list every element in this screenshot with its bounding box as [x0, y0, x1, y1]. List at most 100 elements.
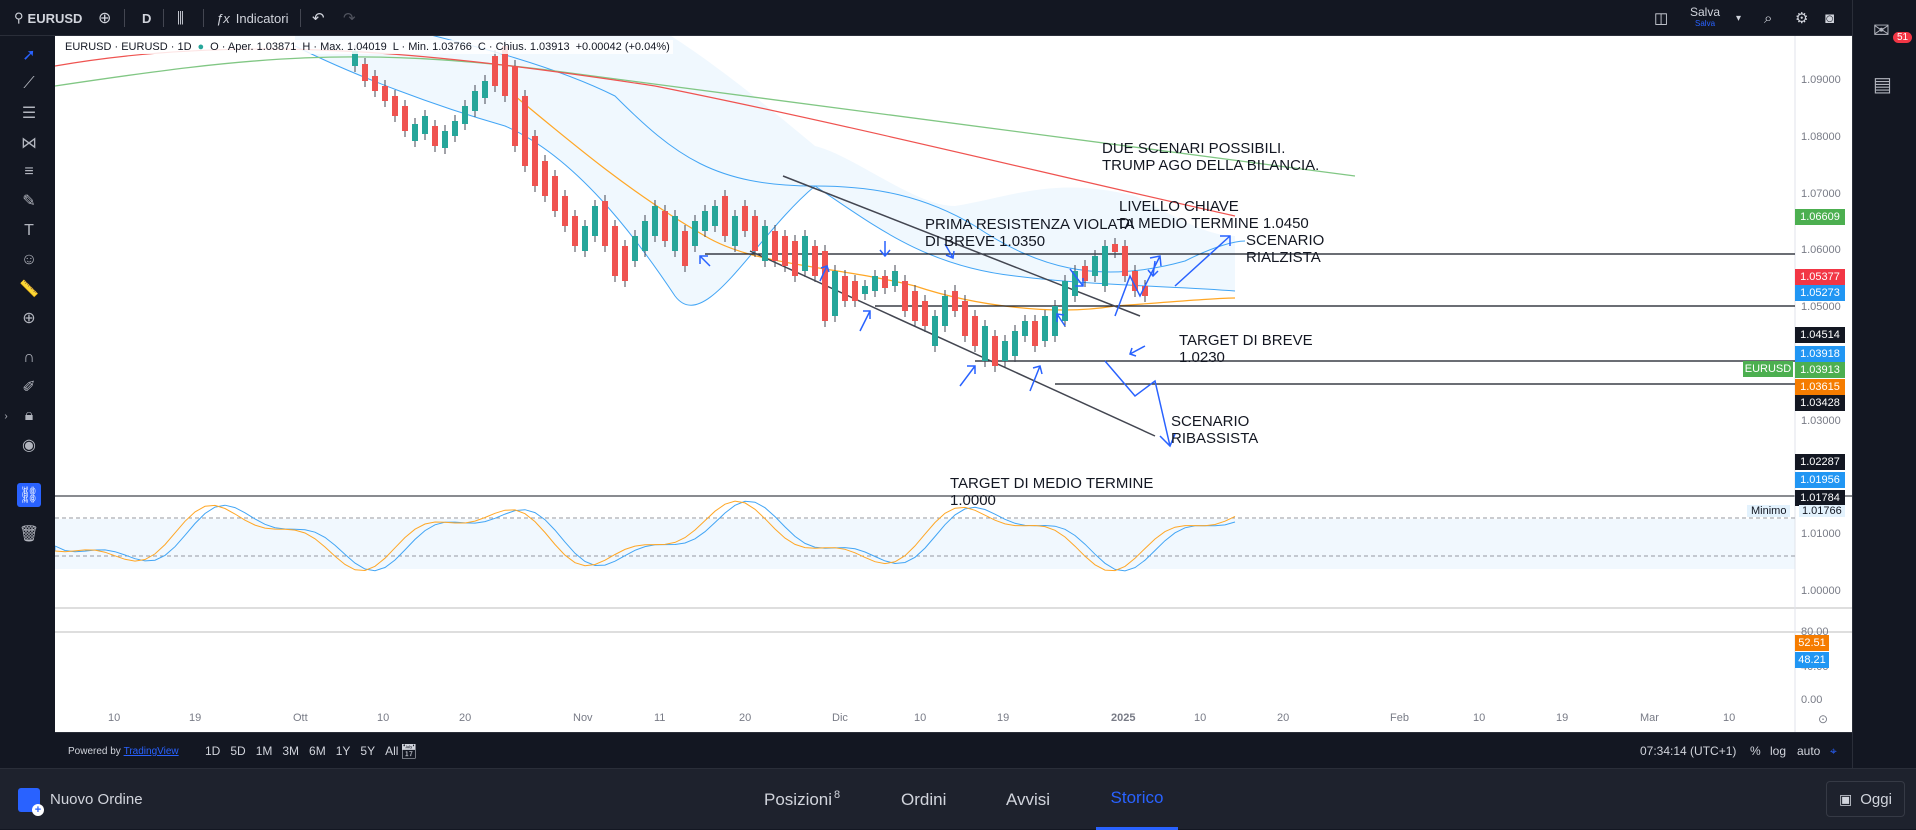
candle	[1072, 271, 1078, 296]
trend-line-icon[interactable]: ⟋	[23, 75, 35, 92]
eye-icon[interactable]: ◉	[22, 437, 36, 454]
indicators-button[interactable]: ƒx Indicatori	[216, 0, 288, 36]
clock-label: 07:34:14 (UTC+1)	[1640, 744, 1737, 758]
candle	[462, 106, 468, 124]
range-button-3m[interactable]: 3M	[282, 744, 300, 758]
osc-axis-label: 0.00	[1801, 694, 1823, 706]
range-buttons: 1D 5D 1M 3M 6M 1Y 5Y All	[200, 733, 403, 769]
cursor-icon[interactable]: ➚	[22, 47, 36, 64]
range-button-1m[interactable]: 1M	[255, 744, 273, 758]
candle	[812, 246, 818, 276]
chevron-down-icon[interactable]: ▾	[1736, 12, 1742, 24]
candle	[972, 316, 978, 346]
right-sidebar: ✉ 51 ▤	[1852, 0, 1916, 768]
candle	[792, 241, 798, 276]
time-axis-label: 20	[1277, 712, 1290, 724]
candle	[612, 226, 618, 276]
candle	[752, 216, 758, 251]
fib-icon[interactable]: ≡	[24, 163, 34, 180]
mail-icon[interactable]: ✉	[1873, 20, 1890, 42]
price-tag: 1.04514	[1795, 327, 1845, 343]
range-button-1y[interactable]: 1Y	[335, 744, 351, 758]
candle	[502, 46, 508, 96]
quick-search-icon[interactable]: ⌕	[1764, 9, 1773, 27]
trash-icon[interactable]: 🗑︎	[18, 526, 40, 543]
pattern-icon[interactable]: ⋈	[21, 135, 37, 152]
tab-avvisi[interactable]: Avvisi	[1006, 789, 1051, 809]
text-icon[interactable]: T	[24, 222, 34, 239]
save-button[interactable]: Salva Salva	[1690, 0, 1720, 36]
candle	[732, 216, 738, 246]
add-symbol-icon[interactable]: ⊕	[98, 10, 112, 27]
minimo-label: Minimo	[1747, 505, 1791, 517]
candle	[822, 251, 828, 321]
collapse-arrow-icon[interactable]: ›	[4, 410, 8, 422]
new-order-button[interactable]: + Nuovo Ordine	[18, 769, 143, 830]
scale-icon[interactable]: ⌖	[1830, 743, 1837, 758]
camera-icon[interactable]: ◙	[1825, 9, 1835, 27]
log-toggle[interactable]: log	[1770, 744, 1787, 758]
candle	[452, 121, 458, 136]
ma-orange	[514, 95, 1236, 311]
lock-icon[interactable]: 🔒︎	[24, 407, 34, 424]
legend-change: +0.00042 (+0.04%)	[575, 41, 670, 53]
percent-toggle[interactable]: %	[1750, 744, 1761, 758]
legend-high: H · Max. 1.04019	[302, 41, 387, 53]
candle	[1142, 286, 1148, 296]
ruler-icon[interactable]: 📏	[19, 281, 39, 298]
annotation-livello-chiave: LIVELLO CHIAVE DI MEDIO TERMINE 1.0450	[1119, 198, 1309, 232]
candle	[832, 271, 838, 316]
candle	[372, 76, 378, 91]
candle	[872, 276, 878, 291]
ma-green	[55, 56, 1356, 177]
news-icon[interactable]: ▤	[1873, 74, 1892, 96]
brand-link[interactable]: TradingView	[123, 745, 179, 757]
auto-toggle[interactable]: auto	[1797, 744, 1821, 758]
tab-posizioni[interactable]: Posizioni 8	[764, 769, 840, 830]
calendar-icon[interactable]: 📅︎	[400, 742, 418, 759]
candle	[622, 246, 628, 281]
save-sublabel: Salva	[1695, 19, 1716, 28]
pencil-lock-icon[interactable]: ✐	[22, 379, 36, 396]
range-button-5d[interactable]: 5D	[230, 744, 246, 758]
undo-icon[interactable]: ↶	[312, 10, 325, 27]
gear-icon[interactable]: ⚙	[1795, 10, 1809, 27]
time-axis-label: 10	[914, 712, 927, 724]
brush-icon[interactable]: ✎	[22, 193, 36, 210]
interval-button[interactable]: D	[142, 10, 152, 26]
price-axis-label: 1.05000	[1801, 301, 1841, 314]
range-button-1d[interactable]: 1D	[205, 744, 221, 758]
arrows-group	[699, 235, 1231, 448]
horizontal-lines-icon[interactable]: ☰	[21, 105, 37, 122]
redo-icon[interactable]: ↷	[343, 10, 356, 27]
range-button-6m[interactable]: 6M	[309, 744, 326, 758]
function-icon: ƒx	[216, 10, 230, 26]
drawing-toolbar: ➚ ⟋ ☰ ⋈ ≡ ✎ T ☺ 📏 ⊕ ∩ ✐ 🔒︎ ◉ ⛓ 🗑︎ ›	[0, 36, 55, 768]
emoji-icon[interactable]: ☺	[20, 251, 38, 268]
tab-ordini[interactable]: Ordini	[901, 789, 947, 809]
range-button-5y[interactable]: 5Y	[360, 744, 376, 758]
link-icon[interactable]: ⛓	[17, 483, 41, 507]
time-axis-label: 19	[189, 712, 202, 724]
layout-icon[interactable]: ◫	[1654, 10, 1669, 27]
symbol-search[interactable]: ⚲ EURUSD	[14, 0, 82, 36]
candle	[982, 326, 988, 361]
save-label: Salva	[1690, 5, 1721, 19]
time-axis-label: Mar	[1640, 712, 1659, 724]
candle	[472, 91, 478, 111]
chart-canvas[interactable]	[55, 36, 1852, 732]
positions-count: 8	[834, 788, 841, 801]
settings-icon[interactable]: ⊙	[1818, 712, 1829, 726]
candle	[762, 226, 768, 261]
candle	[1112, 244, 1118, 252]
chart-area[interactable]: DUE SCENARI POSSIBILI. TRUMP AGO DELLA B…	[55, 36, 1852, 732]
range-button-all[interactable]: All	[385, 744, 399, 758]
magnet-icon[interactable]: ∩	[23, 349, 35, 366]
candles-icon[interactable]: ⫼	[177, 9, 184, 27]
zoom-icon[interactable]: ⊕	[22, 310, 36, 327]
notification-badge: 51	[1893, 32, 1913, 43]
price-axis-label: 1.01000	[1801, 528, 1841, 541]
candle	[592, 206, 598, 236]
today-button[interactable]: ▣ Oggi	[1826, 781, 1905, 817]
tab-storico[interactable]: Storico	[1096, 769, 1178, 830]
